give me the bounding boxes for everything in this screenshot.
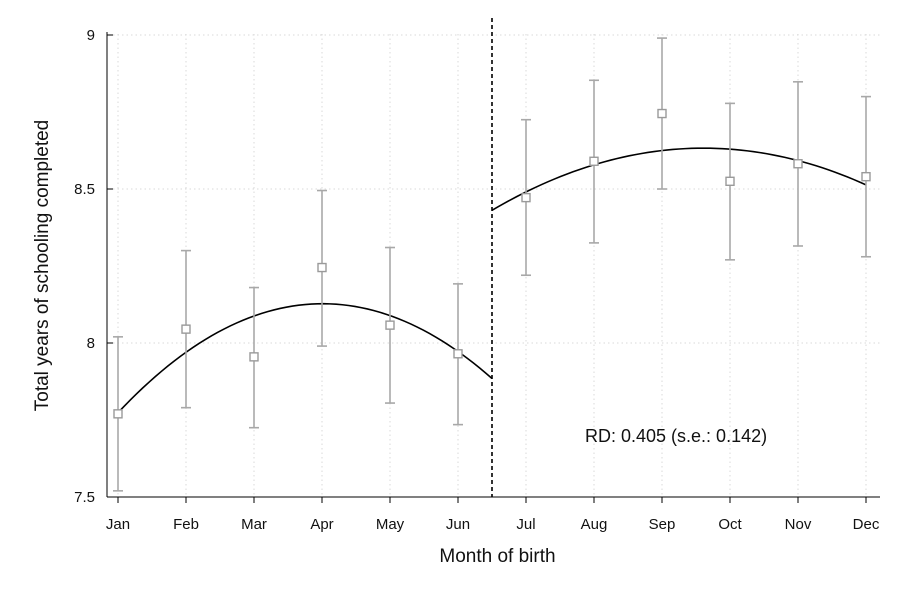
- x-axis-title: Month of birth: [439, 546, 555, 567]
- data-point: [589, 156, 599, 166]
- fit-curve-before: [117, 302, 493, 414]
- data-point: [453, 349, 463, 359]
- x-tick-label: Jun: [446, 516, 470, 533]
- data-point: [657, 108, 667, 119]
- x-tick-label: Jul: [516, 516, 535, 533]
- x-tick-label: Oct: [718, 516, 742, 533]
- data-point: [181, 324, 191, 334]
- y-axis-title: Total years of schooling completed: [32, 120, 53, 412]
- x-tick-label: Jan: [106, 516, 130, 533]
- tick-labels: 7.5 8 8.5 9 Jan Feb Mar Apr May Jun Jul Aug Sep Oct No…: [74, 27, 880, 533]
- data-points: [113, 108, 871, 419]
- y-tick-label: 7.5: [74, 489, 95, 506]
- axes: [106, 32, 880, 503]
- x-tick-label: Aug: [581, 516, 608, 533]
- data-point: [317, 262, 327, 273]
- data-point: [725, 176, 735, 187]
- rd-annotation: RD: 0.405 (s.e.: 0.142): [585, 426, 767, 446]
- data-point: [113, 409, 123, 419]
- data-point: [861, 171, 871, 182]
- x-tick-label: Feb: [173, 516, 199, 533]
- fit-curve-after: [491, 147, 867, 211]
- fit-curves: [117, 147, 867, 414]
- data-point: [793, 159, 803, 169]
- data-point: [385, 320, 395, 330]
- x-tick-label: Dec: [853, 516, 880, 533]
- x-tick-label: Mar: [241, 516, 267, 533]
- y-tick-label: 8.5: [74, 181, 95, 198]
- data-point: [249, 352, 259, 362]
- x-tick-label: Nov: [785, 516, 812, 533]
- x-tick-label: Sep: [649, 516, 676, 533]
- data-point: [521, 192, 531, 203]
- y-tick-label: 8: [87, 335, 95, 352]
- x-tick-label: Apr: [310, 516, 333, 533]
- x-tick-label: May: [376, 516, 405, 533]
- y-tick-label: 9: [87, 27, 95, 44]
